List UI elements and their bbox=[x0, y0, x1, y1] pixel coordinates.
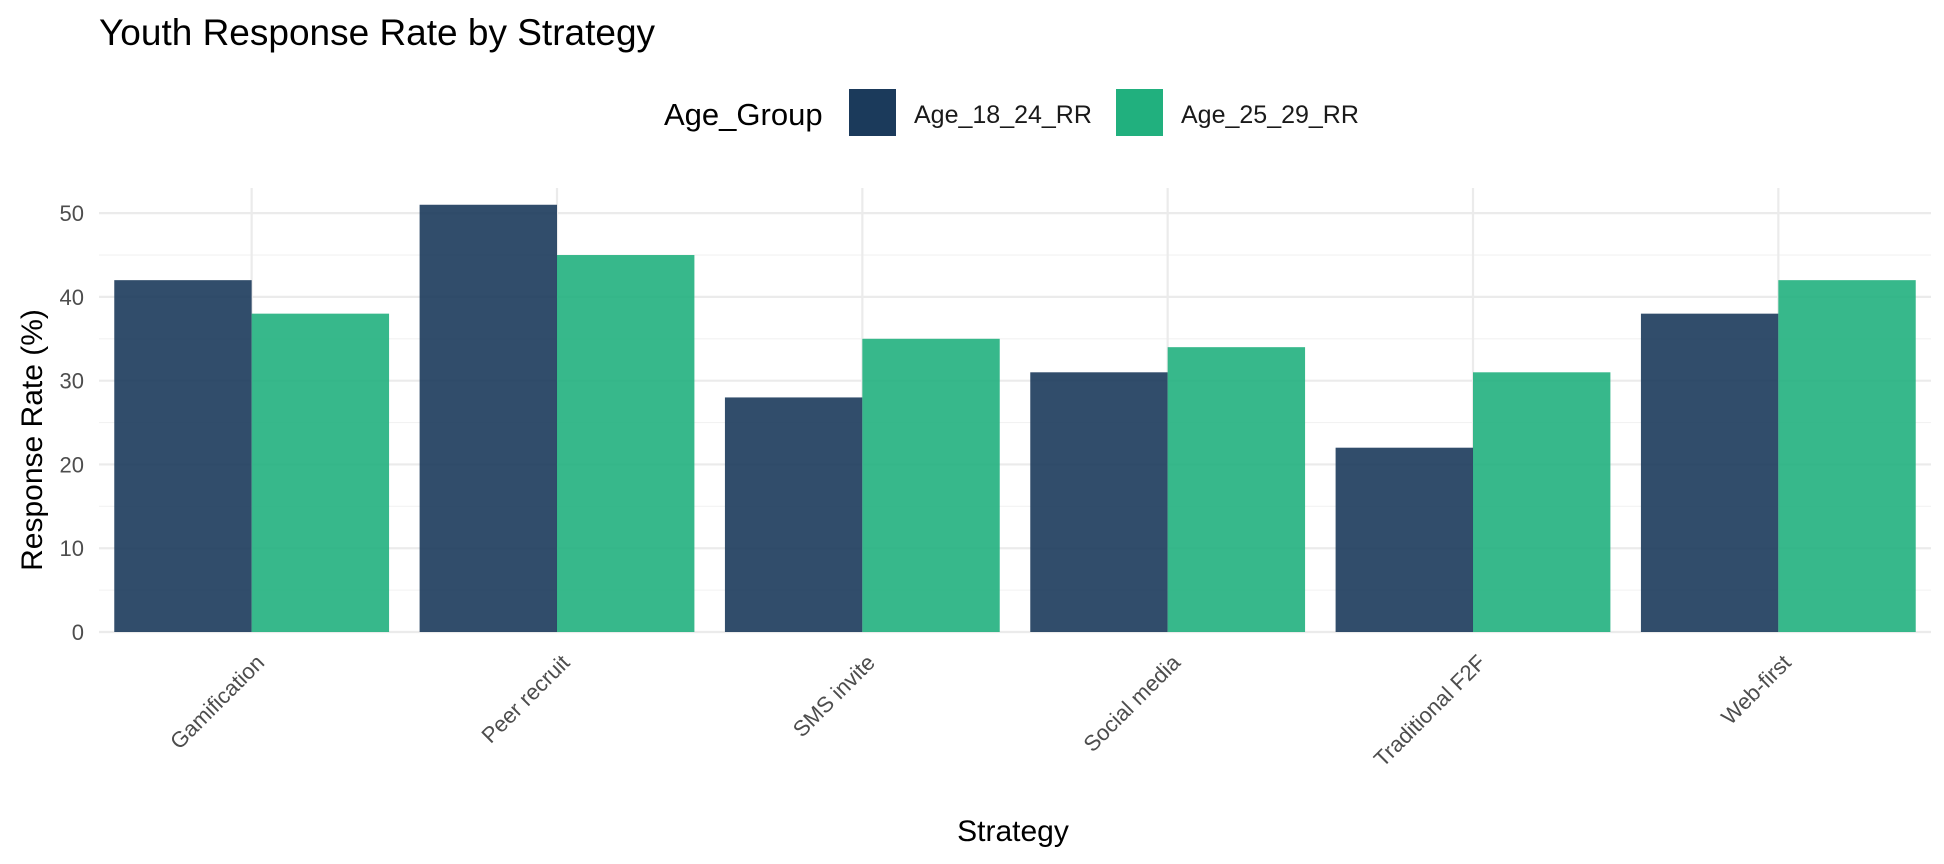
chart-title: Youth Response Rate by Strategy bbox=[99, 12, 656, 53]
y-axis-ticks: 0 10 20 30 40 50 bbox=[60, 201, 84, 645]
legend-swatch-series-2 bbox=[1116, 89, 1163, 136]
x-tick-label: Web-first bbox=[1716, 650, 1796, 730]
y-tick-label: 20 bbox=[60, 452, 84, 477]
legend: Age_Group Age_18_24_RR Age_25_29_RR bbox=[664, 89, 1359, 136]
bar-Age_25_29_RR-social-media bbox=[1167, 347, 1306, 632]
bar-Age_25_29_RR-traditional-f2f bbox=[1473, 372, 1611, 632]
y-axis-title: Response Rate (%) bbox=[16, 309, 49, 571]
legend-title: Age_Group bbox=[664, 97, 823, 132]
bar-Age_25_29_RR-peer-recruit bbox=[557, 255, 695, 633]
x-axis-title: Strategy bbox=[957, 815, 1069, 848]
bar-Age_25_29_RR-gamification bbox=[251, 313, 390, 632]
legend-label-series-1: Age_18_24_RR bbox=[914, 101, 1092, 129]
x-tick-label: SMS invite bbox=[788, 650, 880, 742]
bars bbox=[114, 204, 1916, 633]
y-tick-label: 0 bbox=[72, 620, 84, 645]
bar-Age_18_24_RR-traditional-f2f bbox=[1335, 447, 1473, 632]
bar-Age_25_29_RR-web-first bbox=[1778, 280, 1916, 632]
x-tick-label: Social media bbox=[1078, 649, 1185, 756]
bar-Age_18_24_RR-social-media bbox=[1030, 372, 1168, 632]
x-tick-label: Traditional F2F bbox=[1369, 650, 1491, 772]
bar-Age_25_29_RR-sms-invite bbox=[862, 338, 1000, 632]
y-tick-label: 40 bbox=[60, 285, 84, 310]
y-tick-label: 50 bbox=[60, 201, 84, 226]
x-tick-label: Gamification bbox=[165, 650, 269, 754]
x-tick-label: Peer recruit bbox=[476, 650, 574, 748]
bar-Age_18_24_RR-gamification bbox=[114, 280, 252, 632]
bar-Age_18_24_RR-web-first bbox=[1640, 313, 1779, 632]
x-axis-ticks: Gamification Peer recruit SMS invite Social… bbox=[165, 649, 1796, 771]
legend-swatch-series-1 bbox=[849, 89, 896, 136]
bar-Age_18_24_RR-peer-recruit bbox=[419, 204, 557, 633]
legend-label-series-2: Age_25_29_RR bbox=[1181, 101, 1359, 129]
bar-Age_18_24_RR-sms-invite bbox=[724, 397, 863, 632]
y-tick-label: 30 bbox=[60, 369, 84, 394]
y-tick-label: 10 bbox=[60, 536, 84, 561]
